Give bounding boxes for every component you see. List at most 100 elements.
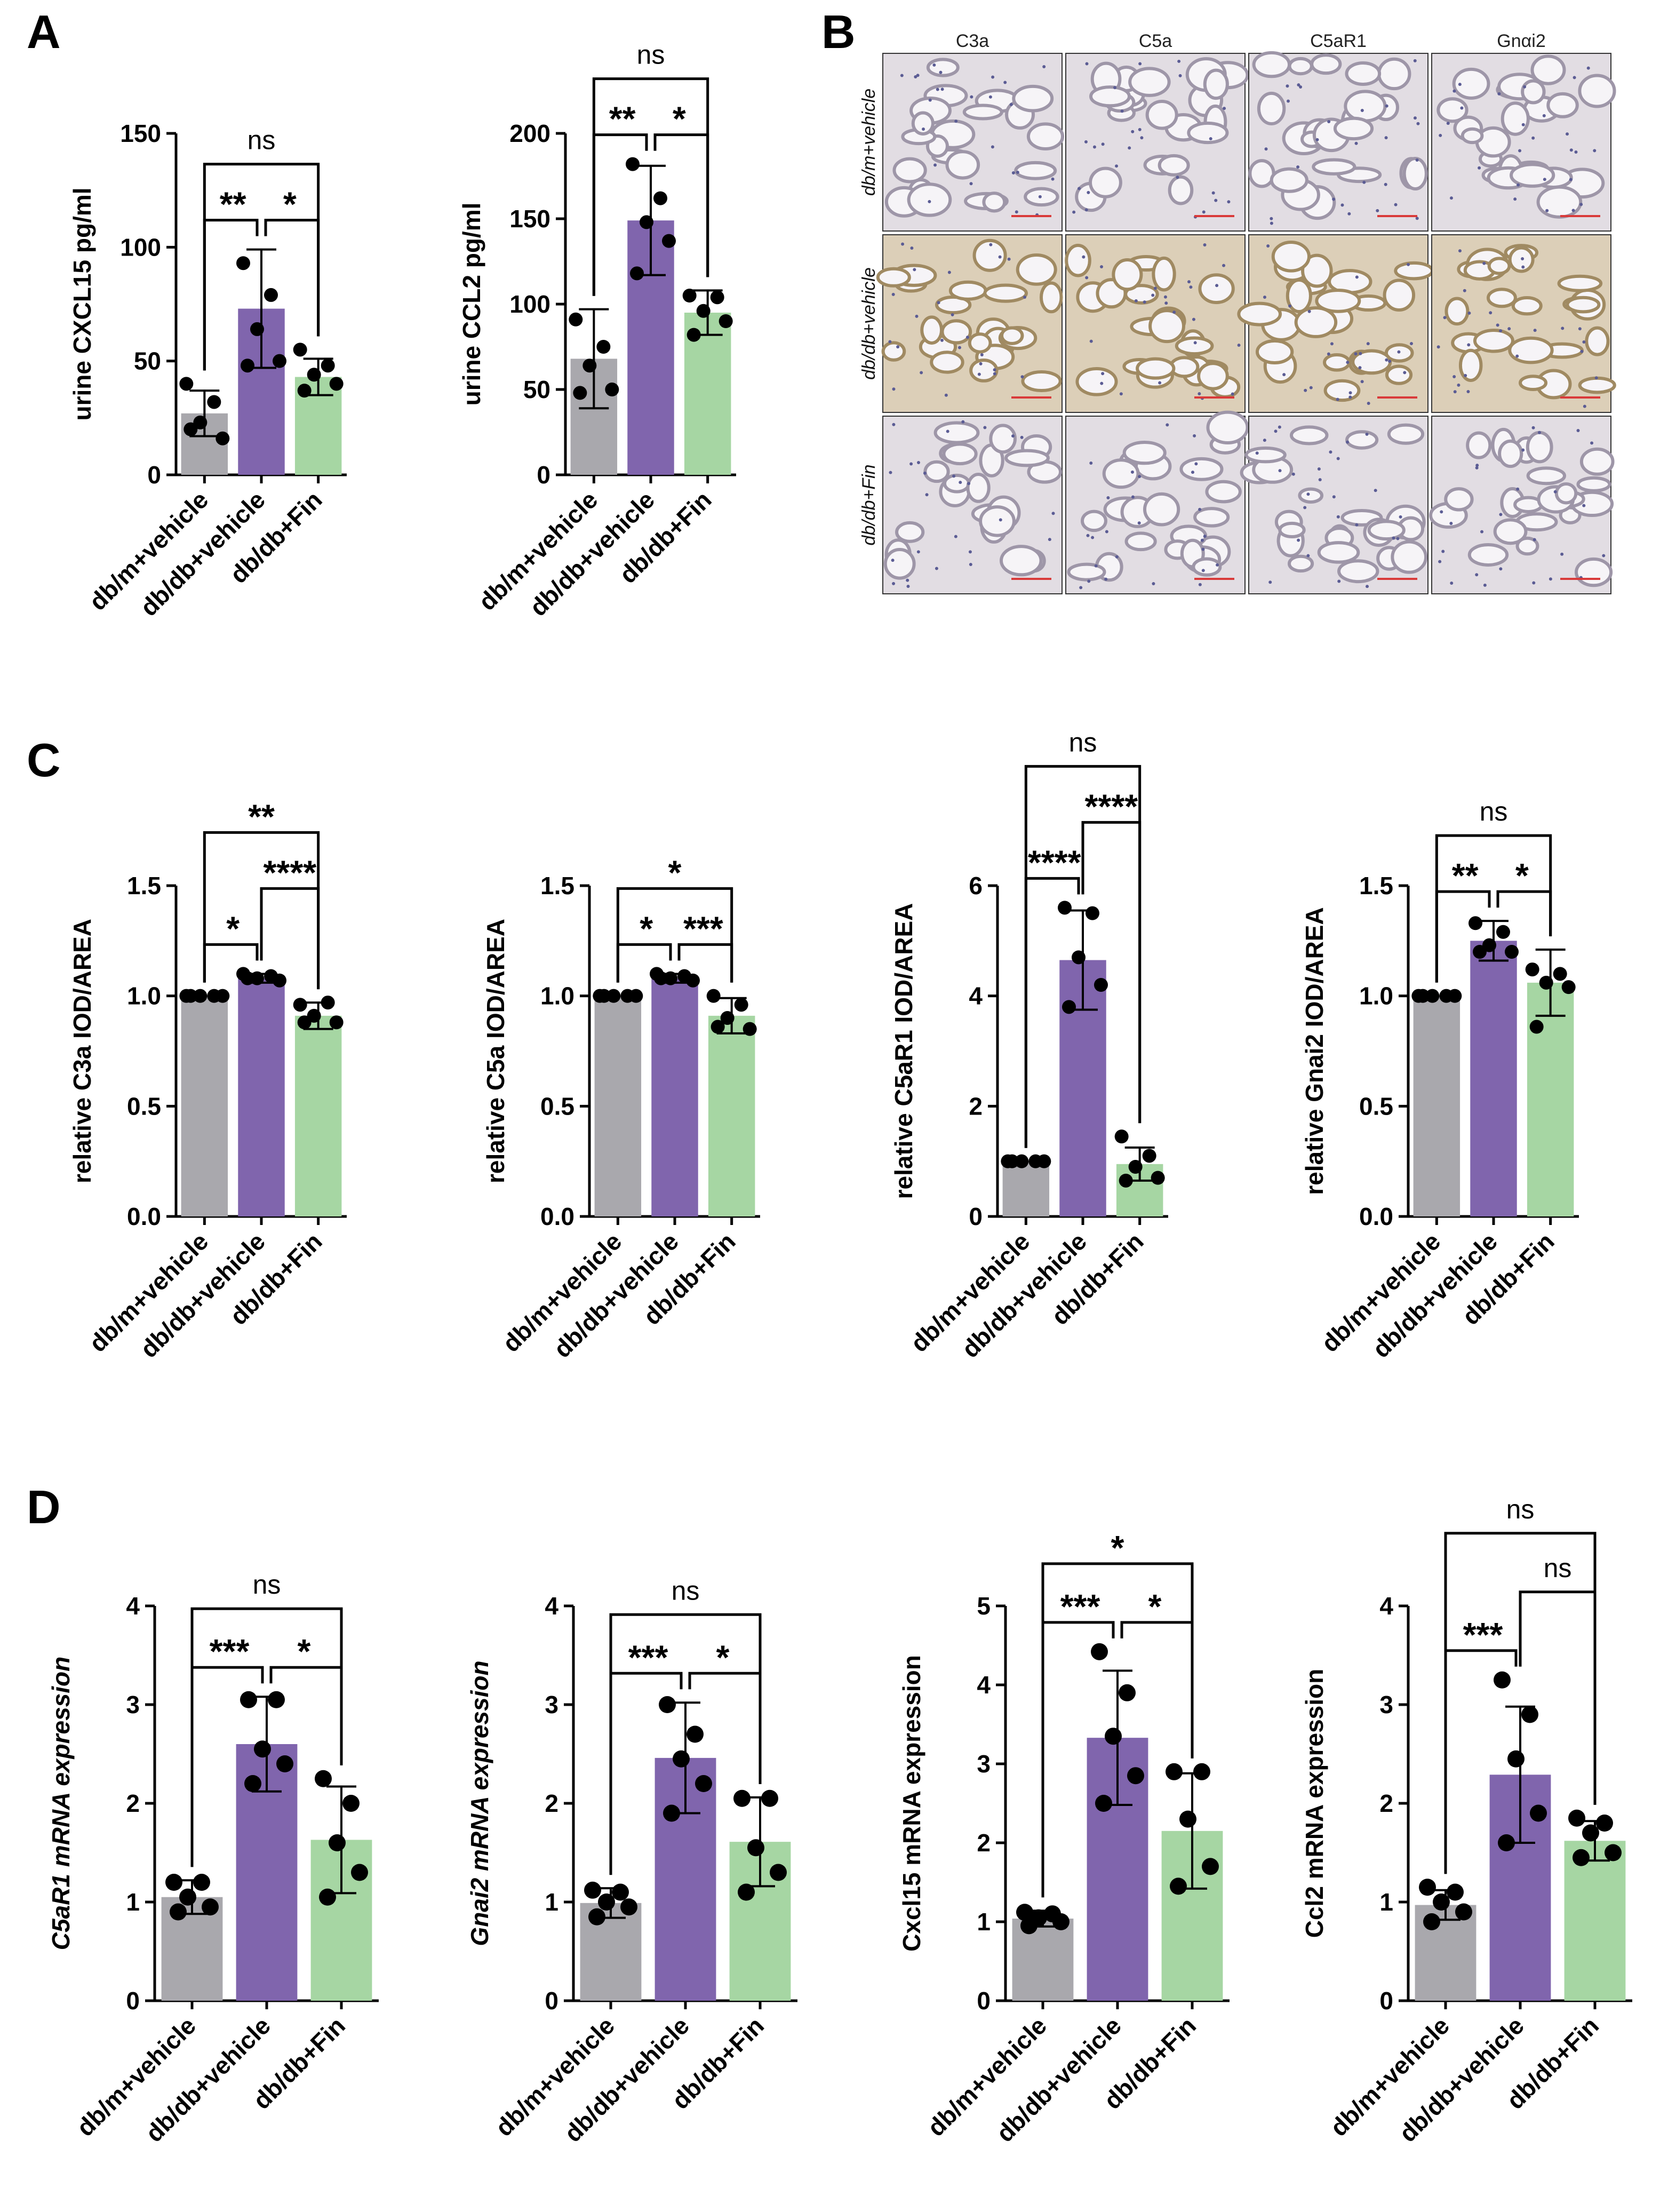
nucleus-dot <box>1198 392 1201 395</box>
significance-label: * <box>716 1638 730 1676</box>
data-point <box>695 1775 712 1792</box>
tubule-shape <box>1521 79 1546 105</box>
data-point <box>1582 1824 1599 1842</box>
nucleus-dot <box>916 74 920 77</box>
data-point <box>1015 1154 1029 1168</box>
nucleus-dot <box>977 372 981 376</box>
nucleus-dot <box>1309 386 1313 389</box>
tubule-shape <box>1554 482 1578 505</box>
y-tick-label: 2 <box>126 1789 140 1817</box>
nucleus-dot <box>1115 555 1119 559</box>
nucleus-dot <box>1576 428 1580 432</box>
data-point <box>770 1864 787 1881</box>
tubule-shape <box>1081 510 1107 532</box>
nucleus-dot <box>1580 349 1584 353</box>
tubule-shape <box>923 460 950 483</box>
tubule-shape <box>1143 492 1180 527</box>
y-tick-label: 0.0 <box>127 1203 161 1230</box>
tubule-shape <box>1205 480 1242 504</box>
data-point <box>183 989 198 1003</box>
nucleus-dot <box>1367 402 1370 405</box>
nucleus-dot <box>1346 361 1350 364</box>
tubule-shape <box>1333 116 1374 141</box>
nucleus-dot <box>932 63 936 67</box>
significance-label: ns <box>253 1570 281 1600</box>
data-point <box>659 1696 676 1713</box>
nucleus-dot <box>1507 327 1511 331</box>
nucleus-dot <box>916 461 920 465</box>
nucleus-dot <box>1480 530 1484 534</box>
nucleus-dot <box>1089 462 1093 465</box>
nucleus-dot <box>1409 342 1413 346</box>
data-point <box>687 1725 704 1743</box>
data-point <box>598 1893 615 1911</box>
nucleus-dot <box>1131 495 1135 499</box>
tubule-shape <box>1193 507 1230 528</box>
nucleus-dot <box>1347 212 1351 216</box>
significance-label: * <box>668 853 682 892</box>
nucleus-dot <box>1201 547 1205 551</box>
data-point <box>273 973 286 988</box>
nucleus-dot <box>1443 316 1447 320</box>
data-point <box>329 1015 344 1030</box>
nucleus-dot <box>1192 317 1195 321</box>
tubule-shape <box>1575 557 1613 587</box>
nucleus-dot <box>1415 158 1419 162</box>
nucleus-dot <box>1015 210 1018 214</box>
significance-label: ns <box>672 1576 700 1605</box>
data-point <box>183 422 198 436</box>
nucleus-dot <box>1560 552 1564 556</box>
nucleus-dot <box>1209 137 1212 140</box>
bar-3 <box>1527 982 1574 1216</box>
micrograph-grid: C3a C5a C5aR1 Gnαi2 db/m+vehicle db/db+vehicl… <box>859 31 1616 594</box>
tubule-shape <box>1004 449 1050 467</box>
nucleus-dot <box>1178 74 1182 77</box>
data-point <box>1052 1913 1070 1930</box>
nucleus-dot <box>1403 371 1407 375</box>
significance-label: ns <box>1069 727 1097 757</box>
tubule-shape <box>1317 541 1360 564</box>
tubule-shape <box>1287 554 1314 573</box>
tubule-shape <box>1487 257 1511 275</box>
nucleus-dot <box>1446 122 1450 125</box>
nucleus-dot <box>1449 196 1453 200</box>
nucleus-dot <box>906 585 910 588</box>
y-tick-label: 0.5 <box>540 1092 574 1120</box>
y-tick-label: 1 <box>1379 1888 1393 1916</box>
nucleus-dot <box>991 145 994 149</box>
tubule-shape <box>1385 364 1413 385</box>
tubule-shape <box>1585 326 1610 356</box>
data-point <box>1062 1000 1076 1014</box>
significance-label: *** <box>210 1632 250 1670</box>
significance-bracket <box>609 1613 762 1875</box>
y-tick-label: 100 <box>509 290 550 318</box>
tubule-shape <box>1039 281 1063 314</box>
data-point <box>315 1770 332 1787</box>
nucleus-dot <box>1172 311 1176 314</box>
nucleus-dot <box>1362 180 1366 184</box>
tubule-shape <box>1498 439 1523 468</box>
tubule-shape <box>1467 543 1509 567</box>
tubule-shape <box>1511 296 1543 316</box>
significance-label: **** <box>1085 787 1138 825</box>
tubule-shape <box>1337 559 1379 584</box>
y-tick-label: 150 <box>120 120 161 147</box>
tubule-shape <box>979 505 1016 537</box>
nucleus-dot <box>959 481 962 484</box>
nucleus-dot <box>1358 366 1362 370</box>
panel-letter-a: A <box>27 5 61 58</box>
nucleus-dot <box>914 75 917 79</box>
significance-label: ** <box>609 100 636 138</box>
data-point <box>620 1898 637 1916</box>
y-tick-label: 1 <box>545 1888 558 1916</box>
x-tick-label: db/db+vehicle <box>558 2011 695 2147</box>
tubule-shape <box>1289 425 1329 445</box>
nucleus-dot <box>1566 132 1569 136</box>
tubule-shape <box>1301 253 1333 288</box>
nucleus-dot <box>1397 350 1401 354</box>
nucleus-dot <box>1496 323 1499 327</box>
bar-3 <box>1564 1841 1626 2001</box>
micrograph-row-label: db/db+Fin <box>859 464 879 545</box>
tubule-shape <box>1510 163 1555 188</box>
nucleus-dot <box>892 423 896 426</box>
